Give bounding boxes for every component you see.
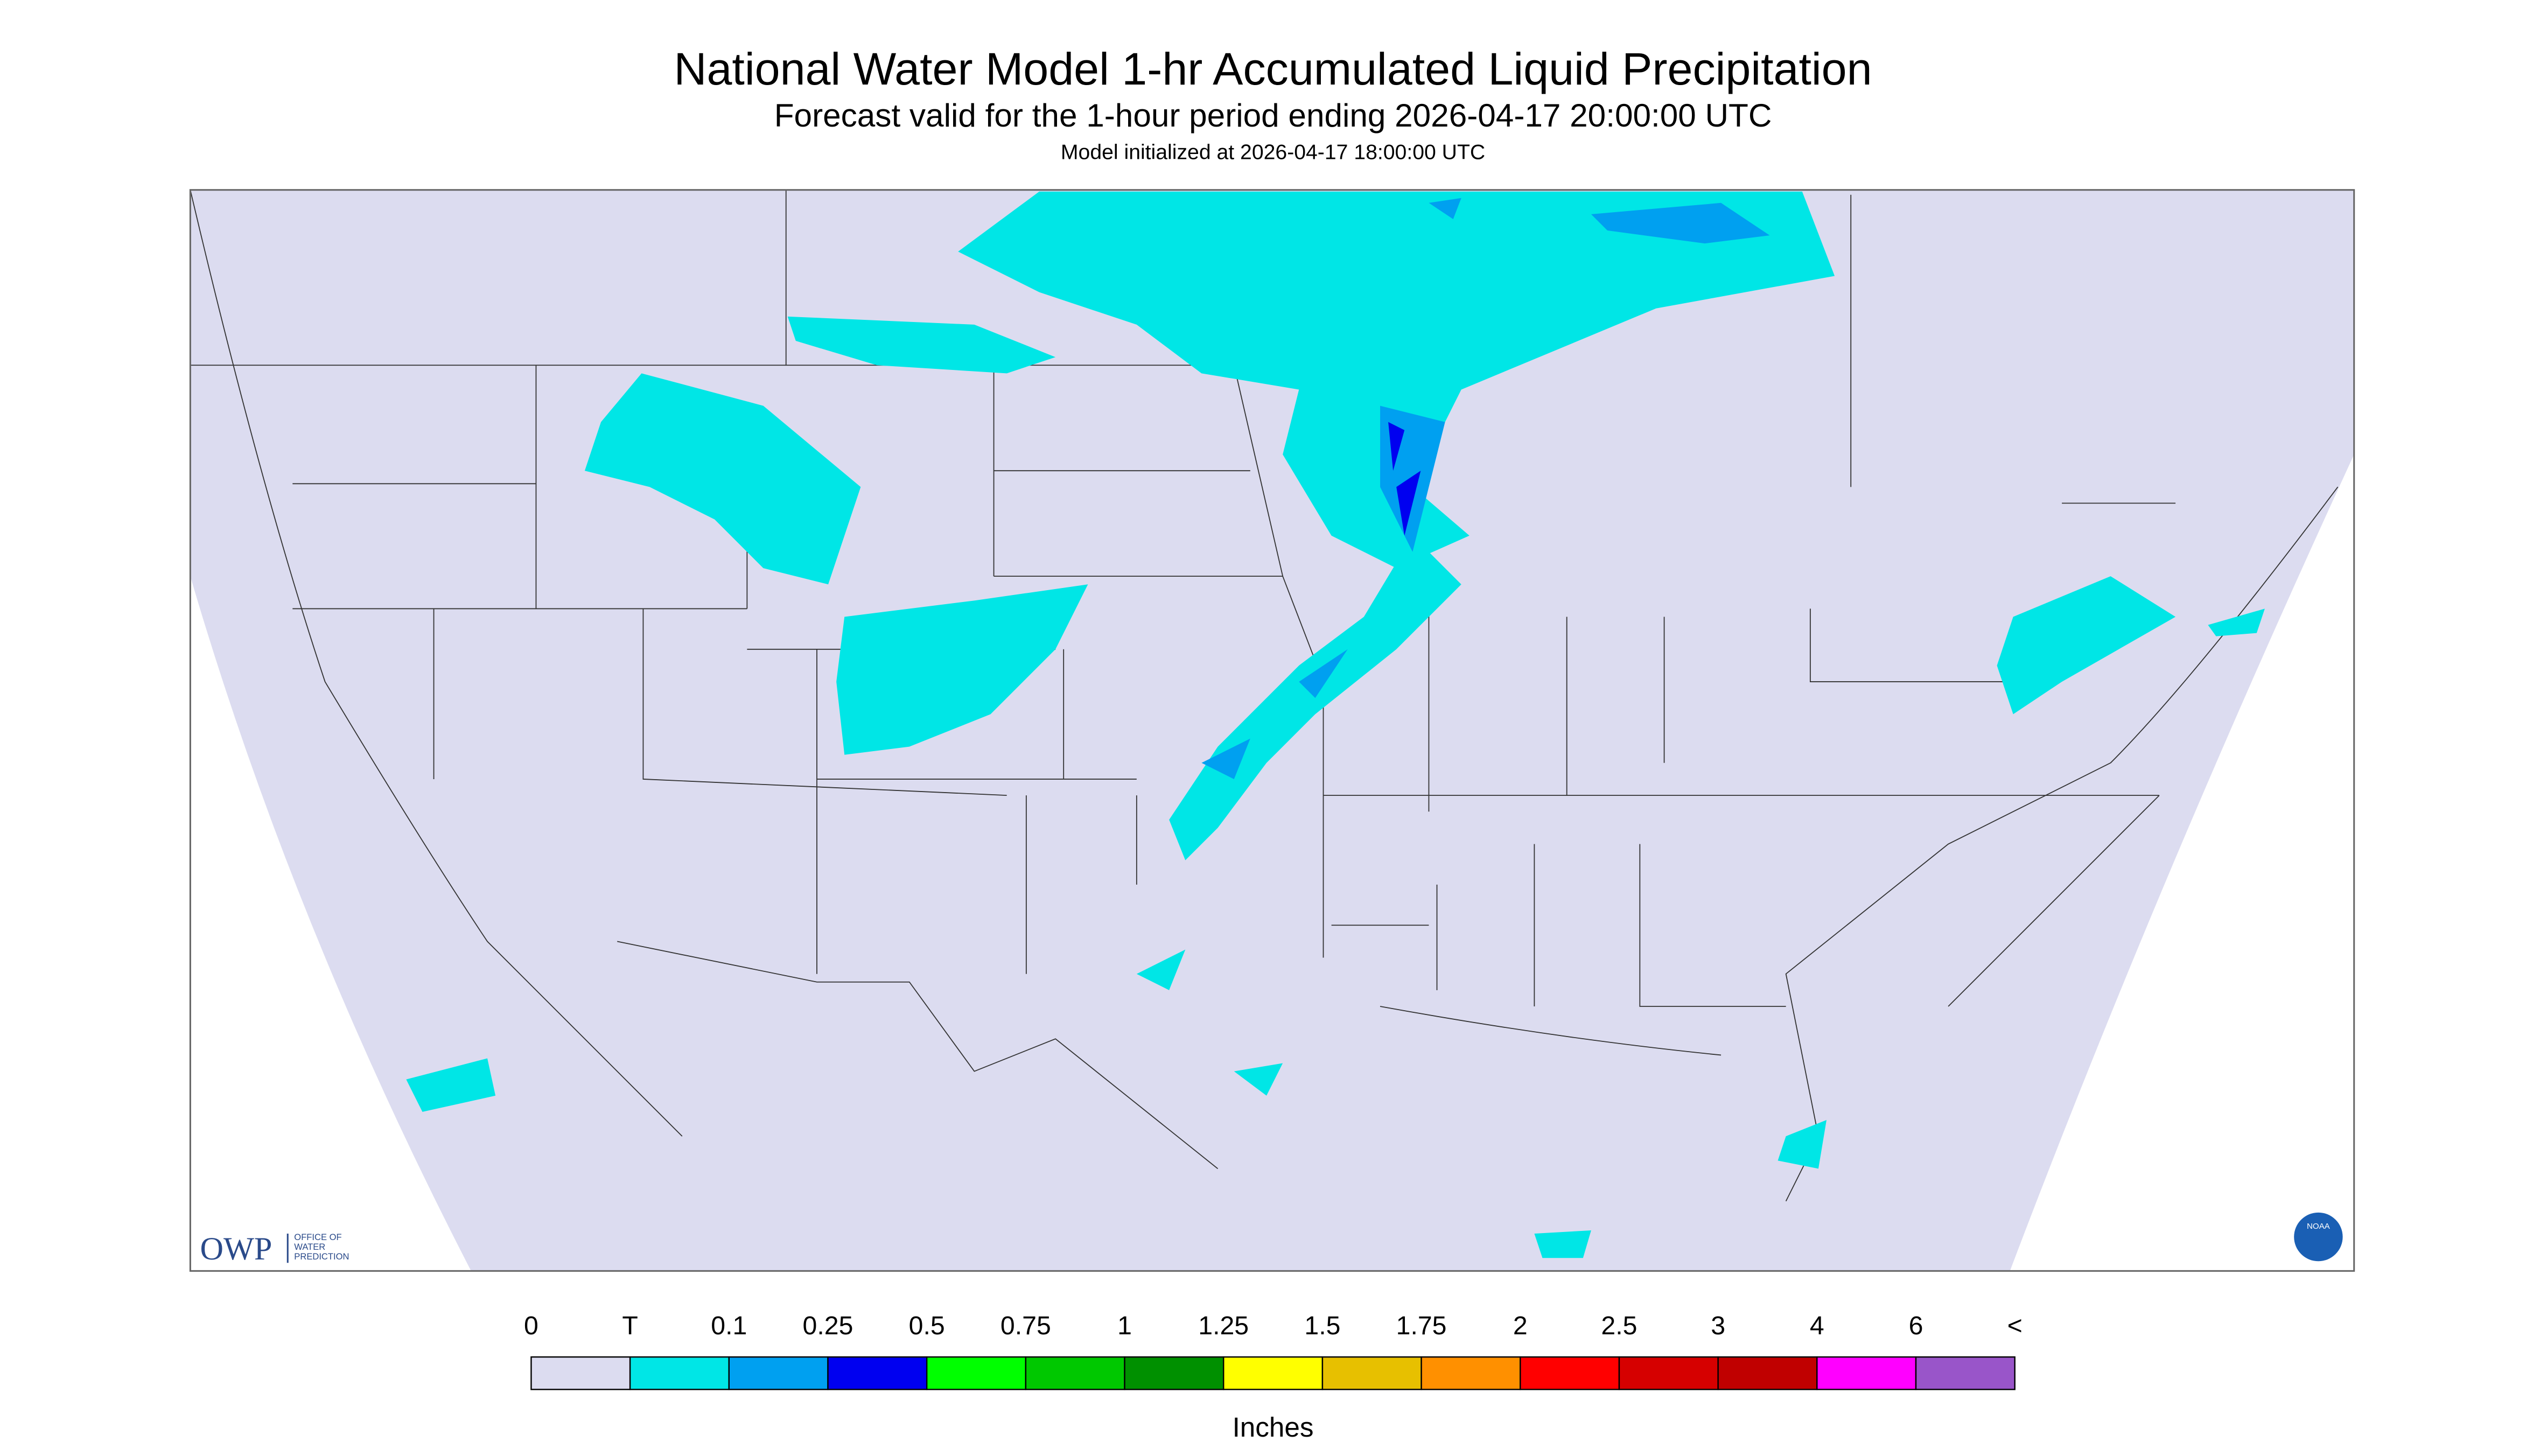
legend: 0 T 0.1 0.25 0.5 0.75 1 1.25 1.5 1.75 2 2.5 3 4 6 < [524, 1311, 2023, 1390]
owp-office: OFFICE OF [294, 1232, 341, 1242]
legend-swatch [728, 1356, 829, 1390]
legend-swatch [530, 1356, 631, 1390]
legend-label: 0.25 [803, 1311, 853, 1340]
legend-swatch [926, 1356, 1027, 1390]
legend-label: 4 [1810, 1311, 1824, 1340]
title: National Water Model 1-hr Accumulated Li… [674, 44, 1872, 94]
legend-swatch [1717, 1356, 1818, 1390]
legend-label: 1.75 [1396, 1311, 1447, 1340]
legend-label: 0.1 [711, 1311, 747, 1340]
legend-swatch [1915, 1356, 2016, 1390]
legend-label: 0.75 [1000, 1311, 1051, 1340]
init-time: Model initialized at 2026-04-17 18:00:00… [1061, 141, 1485, 164]
legend-swatch [1321, 1356, 1422, 1390]
legend-label: 1.25 [1198, 1311, 1249, 1340]
legend-swatch [1618, 1356, 1719, 1390]
legend-swatch [1520, 1356, 1620, 1390]
legend-label: 1.5 [1304, 1311, 1340, 1340]
legend-label: 1 [1117, 1311, 1132, 1340]
legend-swatch [1421, 1356, 1521, 1390]
legend-swatch [1124, 1356, 1224, 1390]
legend-swatch [1816, 1356, 1917, 1390]
precip-areas [406, 191, 2265, 1258]
owp-office: PREDICTION [294, 1251, 349, 1262]
noaa-logo [2294, 1212, 2343, 1262]
owp-office: WATER [294, 1242, 325, 1252]
legend-swatch [1223, 1356, 1324, 1390]
legend-swatch [827, 1356, 928, 1390]
legend-label: 2 [1513, 1311, 1528, 1340]
legend-label: 2.5 [1601, 1311, 1637, 1340]
map-border [189, 189, 2355, 1272]
legend-swatch [629, 1356, 730, 1390]
subtitle: Forecast valid for the 1-hour period end… [774, 97, 1772, 134]
legend-label: T [622, 1311, 638, 1340]
legend-label: 6 [1909, 1311, 1923, 1340]
legend-label: < [2007, 1311, 2023, 1340]
legend-unit: Inches [1233, 1412, 1314, 1443]
noaa-text: NOAA [2307, 1222, 2331, 1231]
map: OWP OFFICE OF WATER PREDICTION NOAA [189, 189, 2355, 1272]
owp-logo: OWP [200, 1231, 272, 1267]
legend-label: 0.5 [909, 1311, 945, 1340]
legend-label: 3 [1711, 1311, 1725, 1340]
legend-swatch [1025, 1356, 1125, 1390]
legend-label: 0 [524, 1311, 538, 1340]
